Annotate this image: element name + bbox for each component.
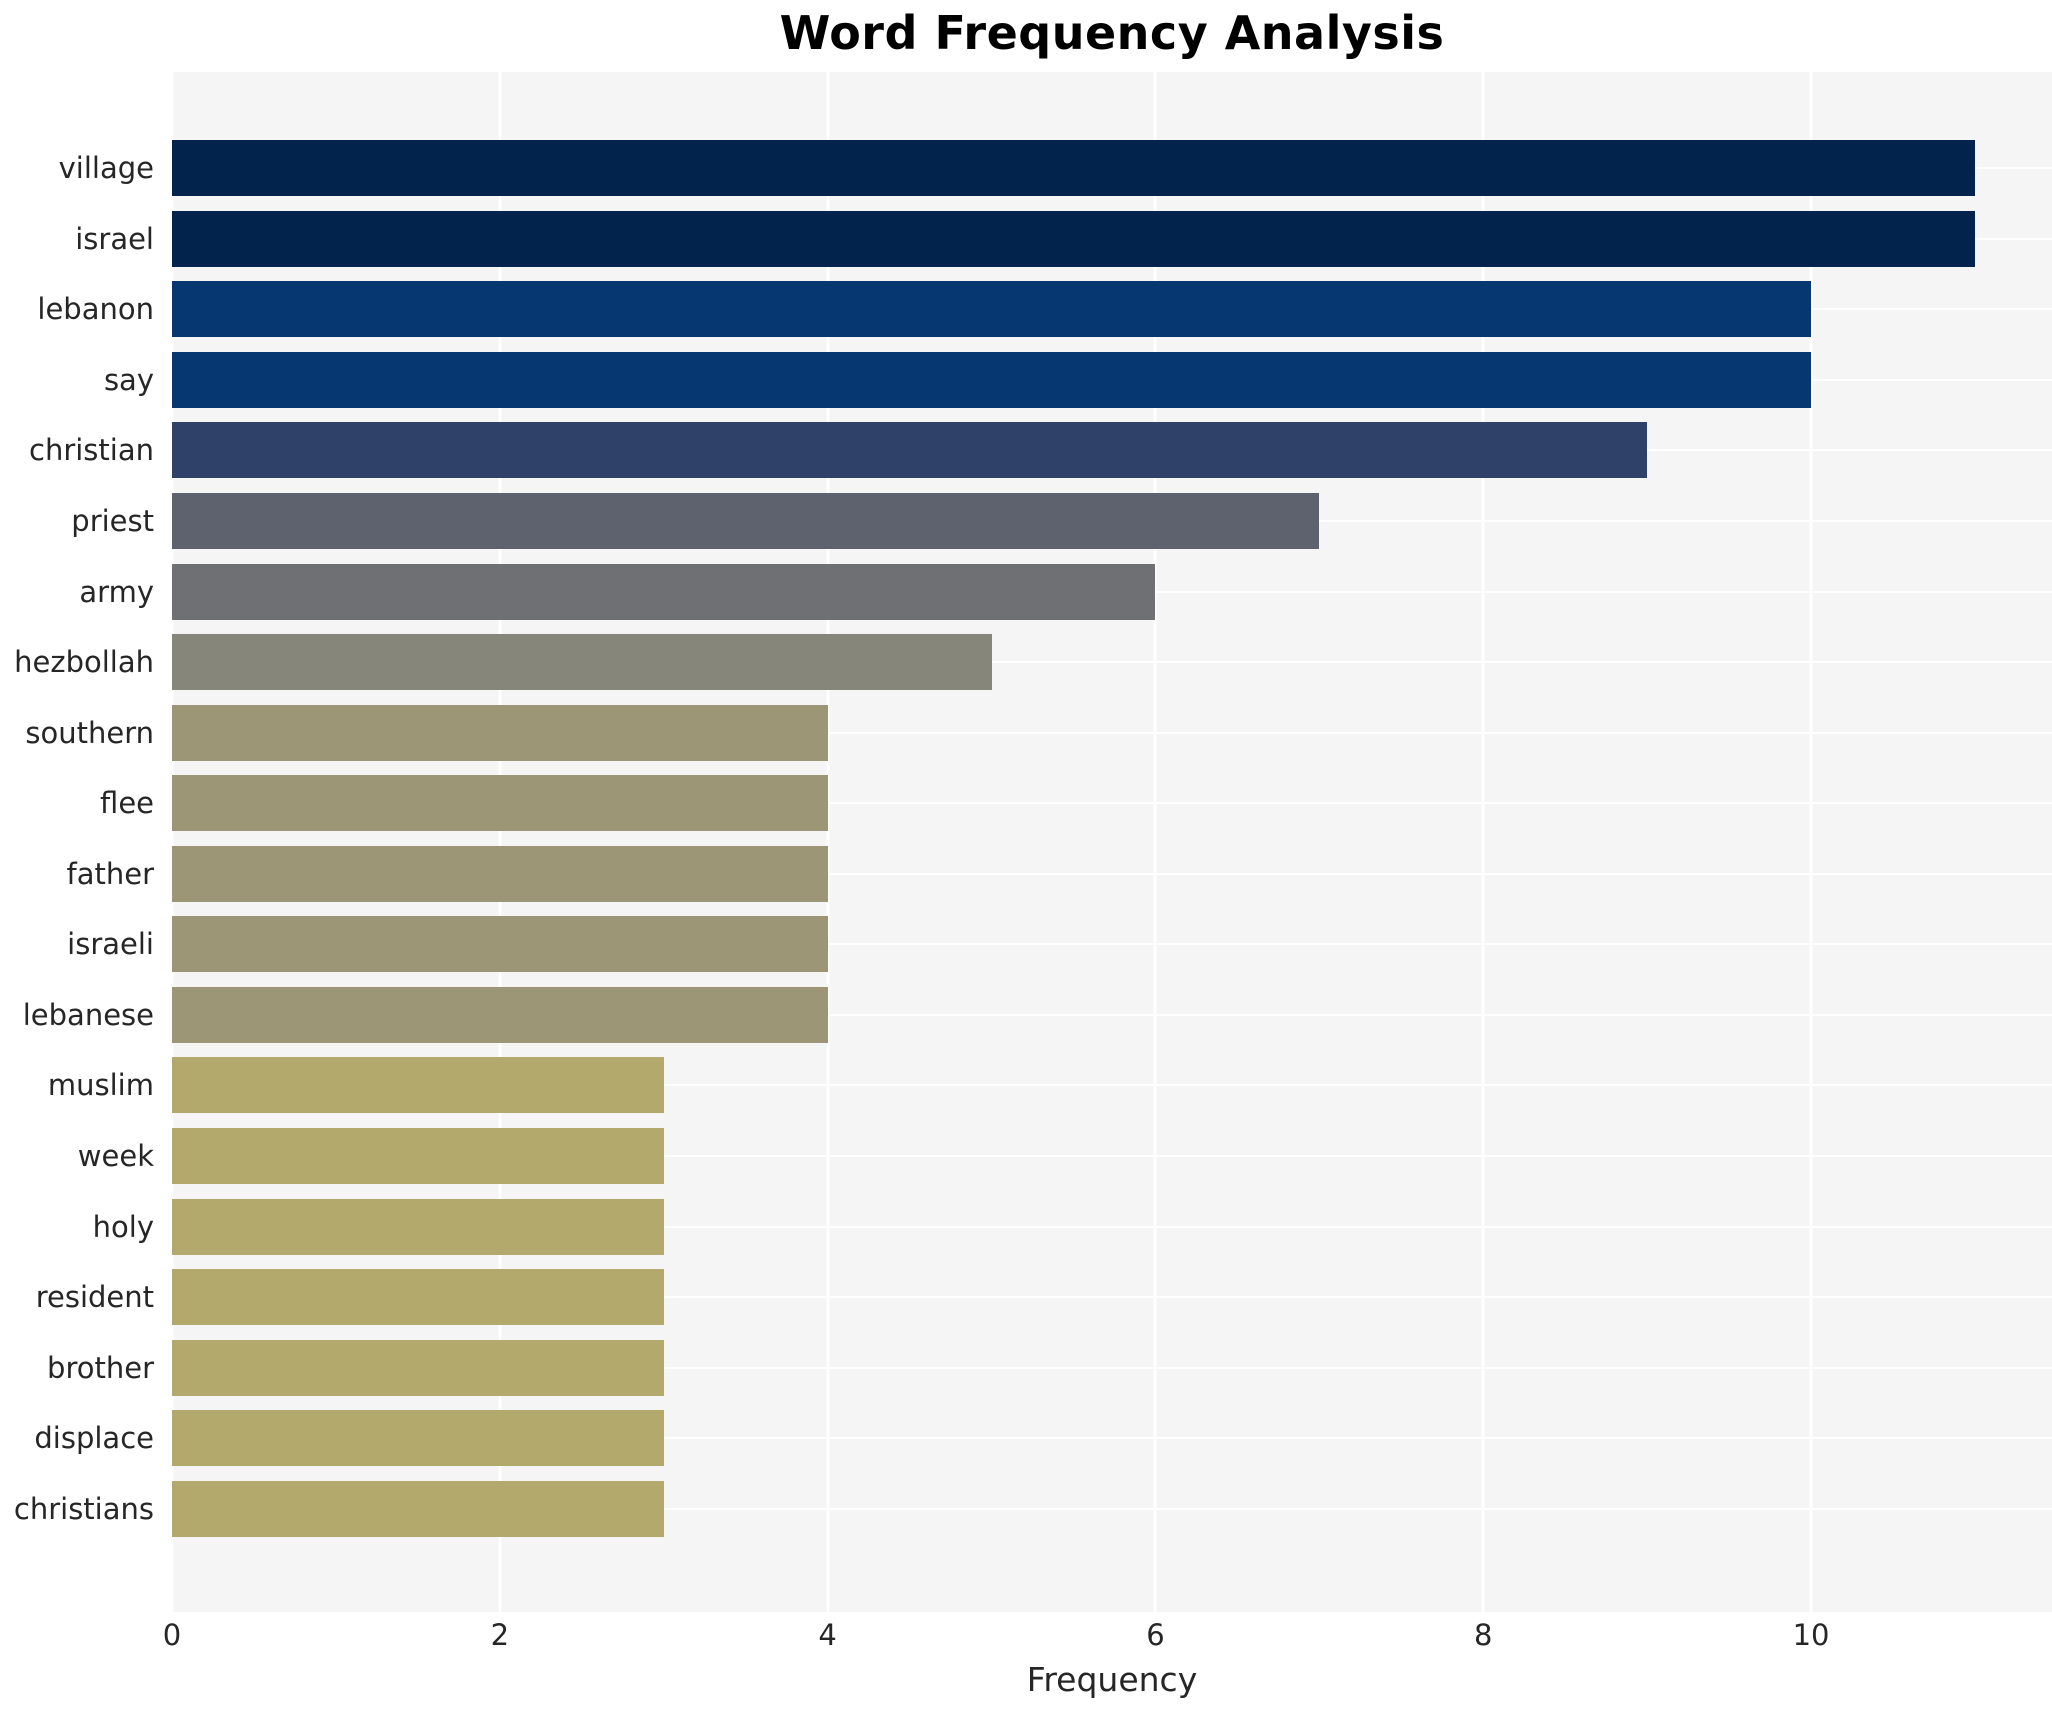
bar-row-holy — [172, 1191, 2052, 1262]
y-tick-label-father: father — [66, 856, 155, 891]
gridline-y-father — [172, 872, 2052, 875]
bar-brother — [172, 1339, 664, 1396]
bar-lebanon — [172, 281, 1812, 338]
y-tick-label-lebanese: lebanese — [22, 997, 154, 1032]
bar-week — [172, 1127, 664, 1184]
bar-row-army — [172, 556, 2052, 627]
gridline-y-southern — [172, 731, 2052, 734]
x-tick-label-6: 6 — [1146, 1618, 1165, 1652]
bar-row-lebanon — [172, 274, 2052, 345]
y-tick-label-week: week — [77, 1138, 154, 1173]
y-tick-label-israeli: israeli — [67, 927, 154, 962]
bar-muslim — [172, 1057, 664, 1114]
gridline-y-christians — [172, 1507, 2052, 1510]
bar-flee — [172, 775, 828, 832]
chart-title: Word Frequency Analysis — [779, 6, 1445, 60]
x-tick-label-8: 8 — [1474, 1618, 1493, 1652]
gridline-y-brother — [172, 1366, 2052, 1369]
bar-christians — [172, 1480, 664, 1537]
bar-southern — [172, 704, 828, 761]
bar-row-resident — [172, 1262, 2052, 1333]
y-axis-labels: village israel lebanon say christian priest ar… — [0, 72, 162, 1612]
x-tick-label-2: 2 — [490, 1618, 510, 1652]
bar-resident — [172, 1269, 664, 1326]
bar-say — [172, 351, 1812, 408]
y-tick-label-holy: holy — [92, 1209, 154, 1244]
bar-row-flee — [172, 768, 2052, 839]
bar-row-christian — [172, 415, 2052, 486]
gridline-y-muslim — [172, 1084, 2052, 1087]
y-tick-label-displace: displace — [34, 1421, 154, 1456]
bar-row-muslim — [172, 1050, 2052, 1121]
y-tick-label-southern: southern — [25, 715, 154, 750]
y-tick-label-muslim: muslim — [47, 1068, 154, 1103]
bar-priest — [172, 493, 1320, 550]
bar-lebanese — [172, 986, 828, 1043]
bar-army — [172, 563, 1156, 620]
y-tick-label-priest: priest — [71, 504, 154, 539]
x-axis-ticks: 0 2 4 6 8 10 — [163, 1618, 2052, 1660]
bar-row-priest — [172, 486, 2052, 557]
y-tick-label-israel: israel — [75, 221, 154, 256]
bar-hezbollah — [172, 634, 992, 691]
plot-area — [170, 72, 2052, 1612]
bar-village — [172, 140, 1975, 197]
gridline-y-hezbollah — [172, 661, 2052, 664]
bar-row-week — [172, 1121, 2052, 1192]
gridline-x-2 — [498, 72, 502, 1612]
y-tick-label-brother: brother — [47, 1350, 154, 1385]
gridline-x-6 — [1153, 72, 1157, 1612]
gridline-x-8 — [1481, 72, 1485, 1612]
bar-row-southern — [172, 697, 2052, 768]
gridline-y-israeli — [172, 943, 2052, 946]
x-tick-label-4: 4 — [818, 1618, 837, 1652]
bar-row-village — [172, 133, 2052, 204]
bar-israeli — [172, 916, 828, 973]
gridline-y-lebanese — [172, 1013, 2052, 1016]
gridline-y-displace — [172, 1437, 2052, 1440]
bar-row-israel — [172, 204, 2052, 275]
x-tick-label-10: 10 — [1792, 1618, 1830, 1652]
bar-christian — [172, 422, 1648, 479]
y-tick-label-village: village — [58, 151, 154, 186]
bar-row-say — [172, 345, 2052, 416]
bar-row-displace — [172, 1403, 2052, 1474]
gridline-x-4 — [826, 72, 830, 1612]
y-tick-label-flee: flee — [100, 786, 154, 821]
bar-row-hezbollah — [172, 627, 2052, 698]
y-tick-label-christians: christians — [13, 1491, 154, 1526]
x-axis-title: Frequency — [1026, 1660, 1198, 1699]
y-tick-label-christian: christian — [29, 433, 154, 468]
y-tick-label-lebanon: lebanon — [37, 292, 154, 327]
bar-displace — [172, 1410, 664, 1467]
bar-israel — [172, 210, 1975, 267]
gridline-x-0 — [170, 72, 174, 1612]
y-tick-label-hezbollah: hezbollah — [14, 645, 154, 680]
gridline-y-resident — [172, 1296, 2052, 1299]
gridline-y-flee — [172, 802, 2052, 805]
bar-father — [172, 845, 828, 902]
bar-row-christians — [172, 1473, 2052, 1544]
gridline-y-week — [172, 1154, 2052, 1157]
x-tick-label-0: 0 — [162, 1618, 182, 1652]
y-tick-label-resident: resident — [35, 1280, 154, 1315]
bar-row-brother — [172, 1332, 2052, 1403]
y-tick-label-say: say — [103, 362, 154, 397]
gridline-y-holy — [172, 1225, 2052, 1228]
bar-row-israeli — [172, 909, 2052, 980]
bar-holy — [172, 1198, 664, 1255]
bar-row-father — [172, 839, 2052, 910]
gridline-x-10 — [1809, 72, 1813, 1612]
y-tick-label-army: army — [79, 574, 154, 609]
bar-row-lebanese — [172, 980, 2052, 1051]
